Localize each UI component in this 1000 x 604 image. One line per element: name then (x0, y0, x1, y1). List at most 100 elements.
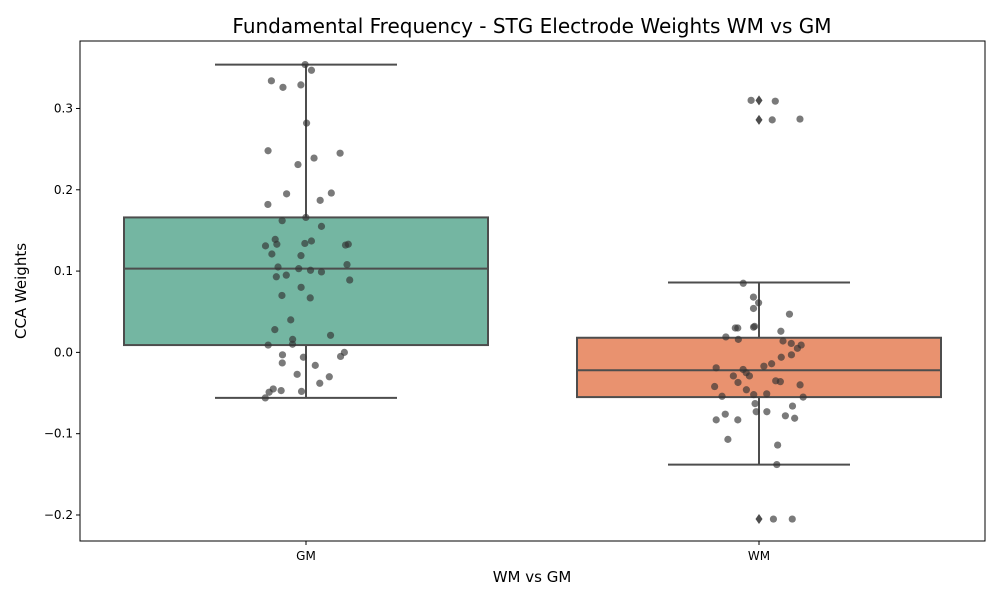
data-point (302, 213, 310, 222)
y-tick-label: 0.1 (54, 264, 73, 278)
data-point (793, 344, 802, 352)
data-point (261, 242, 270, 250)
plot-frame (79, 40, 986, 542)
data-point (272, 273, 280, 281)
data-point (306, 266, 315, 274)
data-point (294, 160, 302, 169)
data-point (310, 154, 318, 162)
data-point (771, 97, 779, 105)
data-point (777, 353, 785, 361)
x-tick-label: WM (748, 549, 770, 563)
data-point (264, 200, 272, 209)
data-point (763, 408, 771, 416)
data-point (343, 260, 351, 269)
data-point (787, 351, 796, 359)
data-point (317, 222, 326, 230)
data-point (739, 279, 747, 287)
data-point (311, 361, 319, 369)
data-point (773, 460, 781, 469)
data-point (751, 400, 759, 408)
data-point (745, 372, 754, 380)
data-point (325, 373, 333, 381)
data-point (763, 390, 771, 398)
data-point (297, 387, 306, 396)
data-point (774, 441, 782, 449)
data-point (787, 339, 795, 348)
data-point (346, 276, 354, 284)
data-point (287, 316, 295, 324)
data-point (731, 324, 739, 332)
x-tick-label: GM (296, 549, 316, 563)
data-point (785, 310, 794, 318)
data-point (316, 379, 324, 387)
box-iqr (123, 216, 489, 347)
data-point (336, 352, 345, 361)
data-point (278, 351, 287, 359)
data-point (796, 381, 804, 389)
points-wm (711, 96, 807, 523)
outlier-marker (755, 114, 763, 125)
y-axis-label: CCA Weights (12, 243, 30, 339)
data-point (273, 240, 281, 248)
outlier-marker (755, 95, 763, 106)
data-point (288, 340, 297, 348)
points-gm (261, 60, 354, 402)
data-point (718, 392, 726, 400)
data-point (295, 265, 303, 273)
data-point (769, 515, 778, 523)
data-point (267, 77, 275, 85)
chart-title: Fundamental Frequency - STG Electrode We… (232, 14, 831, 38)
data-point (293, 370, 301, 378)
data-point (264, 147, 272, 155)
data-point (297, 81, 305, 89)
data-point (302, 119, 311, 127)
data-point (297, 252, 305, 260)
data-point (752, 408, 760, 416)
data-point (768, 116, 776, 124)
box-wm (576, 95, 942, 525)
data-point (301, 60, 309, 69)
x-axis: GM WM (296, 541, 770, 563)
data-point (344, 240, 352, 248)
data-point (755, 299, 763, 307)
data-point (282, 271, 290, 279)
outlier-marker (755, 514, 763, 525)
data-point (306, 294, 314, 302)
y-tick-label: −0.1 (44, 427, 73, 441)
data-point (278, 217, 286, 225)
data-point (777, 327, 785, 335)
data-point (729, 372, 737, 380)
y-axis: −0.2 −0.1 0.0 0.1 0.2 0.3 (44, 101, 80, 522)
y-tick-label: 0.2 (54, 183, 73, 197)
data-point (326, 331, 335, 339)
data-point (279, 83, 287, 91)
box-iqr (576, 336, 942, 399)
data-point (781, 412, 789, 420)
data-point (768, 360, 776, 368)
data-point (779, 337, 787, 345)
data-point (261, 394, 269, 402)
x-axis-label: WM vs GM (493, 568, 572, 586)
data-point (711, 382, 719, 391)
data-point (307, 237, 316, 245)
data-point (282, 190, 291, 198)
data-point (327, 189, 335, 197)
data-point (721, 410, 729, 418)
data-point (796, 115, 804, 123)
data-point (274, 263, 282, 271)
data-point (712, 364, 720, 372)
data-point (742, 386, 750, 394)
data-point (278, 359, 286, 367)
data-point (788, 402, 797, 410)
data-point (749, 304, 758, 313)
data-point (734, 335, 742, 343)
data-point (760, 362, 768, 370)
data-point (316, 196, 324, 204)
data-point (336, 149, 344, 157)
data-point (749, 293, 758, 301)
data-point (297, 283, 305, 291)
data-point (307, 66, 316, 74)
y-tick-label: 0.0 (54, 345, 73, 359)
plot-area (123, 60, 942, 525)
